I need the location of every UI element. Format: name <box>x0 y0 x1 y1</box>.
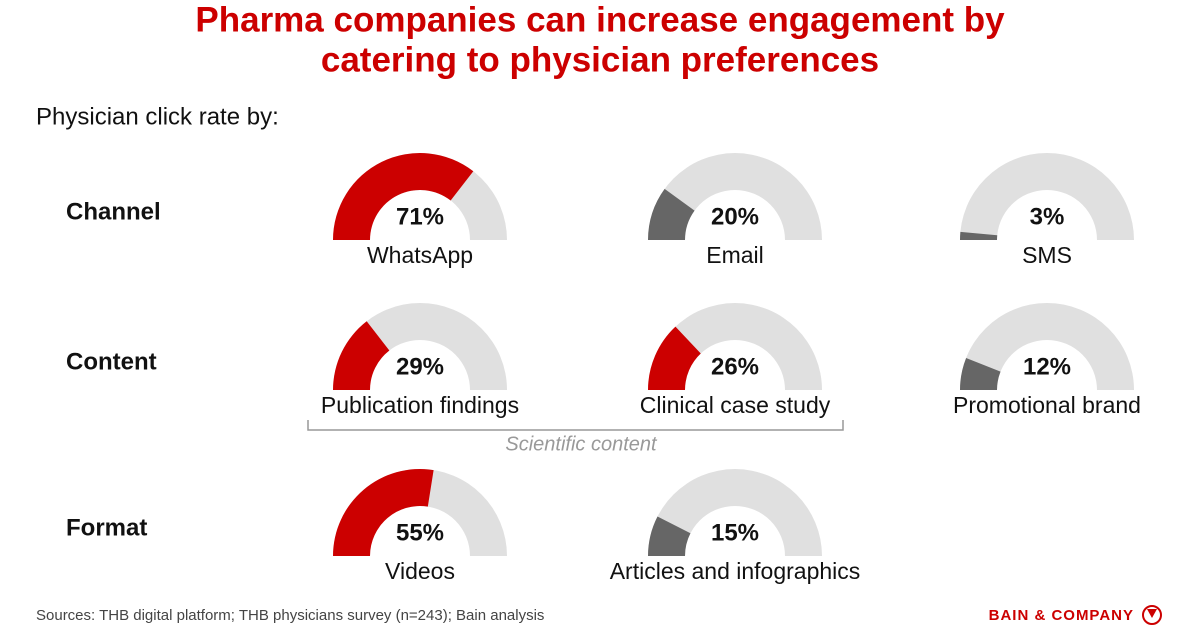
gauge-track <box>333 303 507 390</box>
row-label: Channel <box>66 198 161 225</box>
gauge-track <box>960 303 1134 390</box>
gauge-label: Email <box>706 242 764 268</box>
gauge-label: SMS <box>1022 242 1072 268</box>
source: Sources: THB digital platform; THB physi… <box>36 607 544 624</box>
annotation: Scientific content <box>505 433 658 455</box>
value-label: 15% <box>711 519 759 546</box>
value-label: 71% <box>396 203 444 230</box>
gauge-track <box>648 469 822 556</box>
title-line: catering to physician preferences <box>321 40 879 79</box>
gauge-label: Clinical case study <box>640 392 831 418</box>
gauge-value <box>960 357 1001 390</box>
gauge-label: Promotional brand <box>953 392 1141 418</box>
gauge-label: Publication findings <box>321 392 519 418</box>
value-label: 20% <box>711 203 759 230</box>
value-label: 3% <box>1030 203 1065 230</box>
gauge-value <box>333 469 434 556</box>
value-label: 29% <box>396 353 444 380</box>
title-line: Pharma companies can increase engagement… <box>195 0 1005 39</box>
row-label: Content <box>66 348 157 375</box>
logo-icon <box>1142 605 1162 625</box>
bracket <box>307 420 844 431</box>
gauge-label: Videos <box>385 558 455 584</box>
gauge-value <box>648 326 701 390</box>
value-label: 26% <box>711 353 759 380</box>
logo: BAIN & COMPANY <box>989 607 1134 624</box>
gauge-track <box>648 303 822 390</box>
subtitle: Physician click rate by: <box>36 103 279 130</box>
gauge-value <box>333 321 390 390</box>
gauge-value <box>648 516 691 556</box>
gauge-track <box>648 153 822 240</box>
gauge-value <box>648 188 695 240</box>
gauge-value <box>333 153 474 240</box>
row-label: Format <box>66 514 147 541</box>
gauge-label: WhatsApp <box>367 242 473 268</box>
gauge-track <box>960 153 1134 240</box>
gauge-value <box>960 231 998 240</box>
gauge-label: Articles and infographics <box>610 558 861 584</box>
value-label: 12% <box>1023 353 1071 380</box>
value-label: 55% <box>396 519 444 546</box>
